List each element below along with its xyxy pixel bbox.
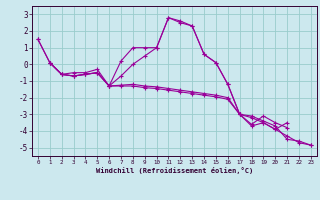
X-axis label: Windchill (Refroidissement éolien,°C): Windchill (Refroidissement éolien,°C) — [96, 167, 253, 174]
